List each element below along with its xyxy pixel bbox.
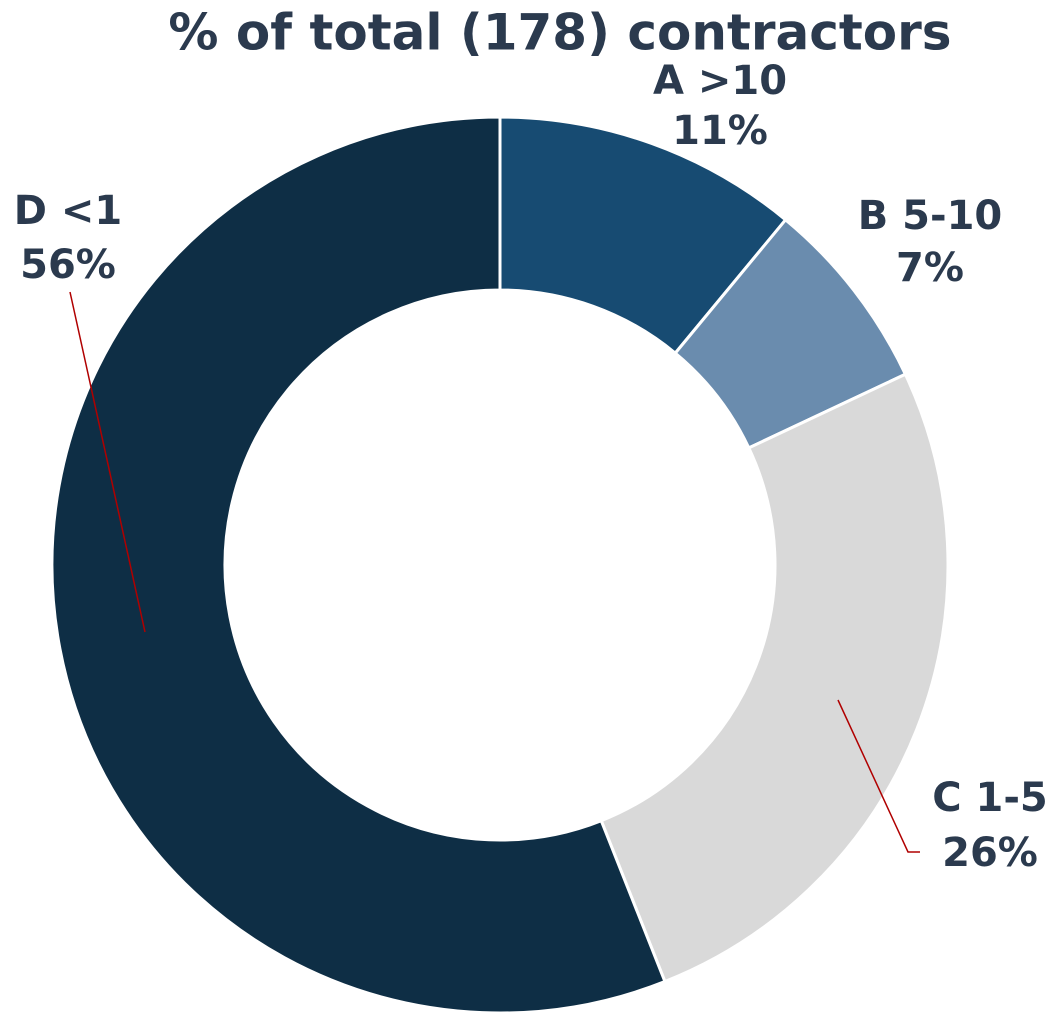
chart-title: % of total (178) contractors xyxy=(168,4,951,62)
value-label: 56% xyxy=(20,242,116,288)
leader-line xyxy=(837,699,920,853)
slice-label: B 5-10 xyxy=(858,193,1003,239)
donut-slice xyxy=(599,372,950,984)
leader-line xyxy=(69,291,146,633)
slice-label: D <1 xyxy=(14,188,122,234)
value-label: 11% xyxy=(672,108,768,154)
slice-label: A >10 xyxy=(653,58,787,104)
value-label: 7% xyxy=(896,245,964,291)
donut-slice xyxy=(50,115,667,1013)
value-label: 26% xyxy=(942,830,1038,876)
slice-label: C 1-5 xyxy=(932,775,1048,821)
